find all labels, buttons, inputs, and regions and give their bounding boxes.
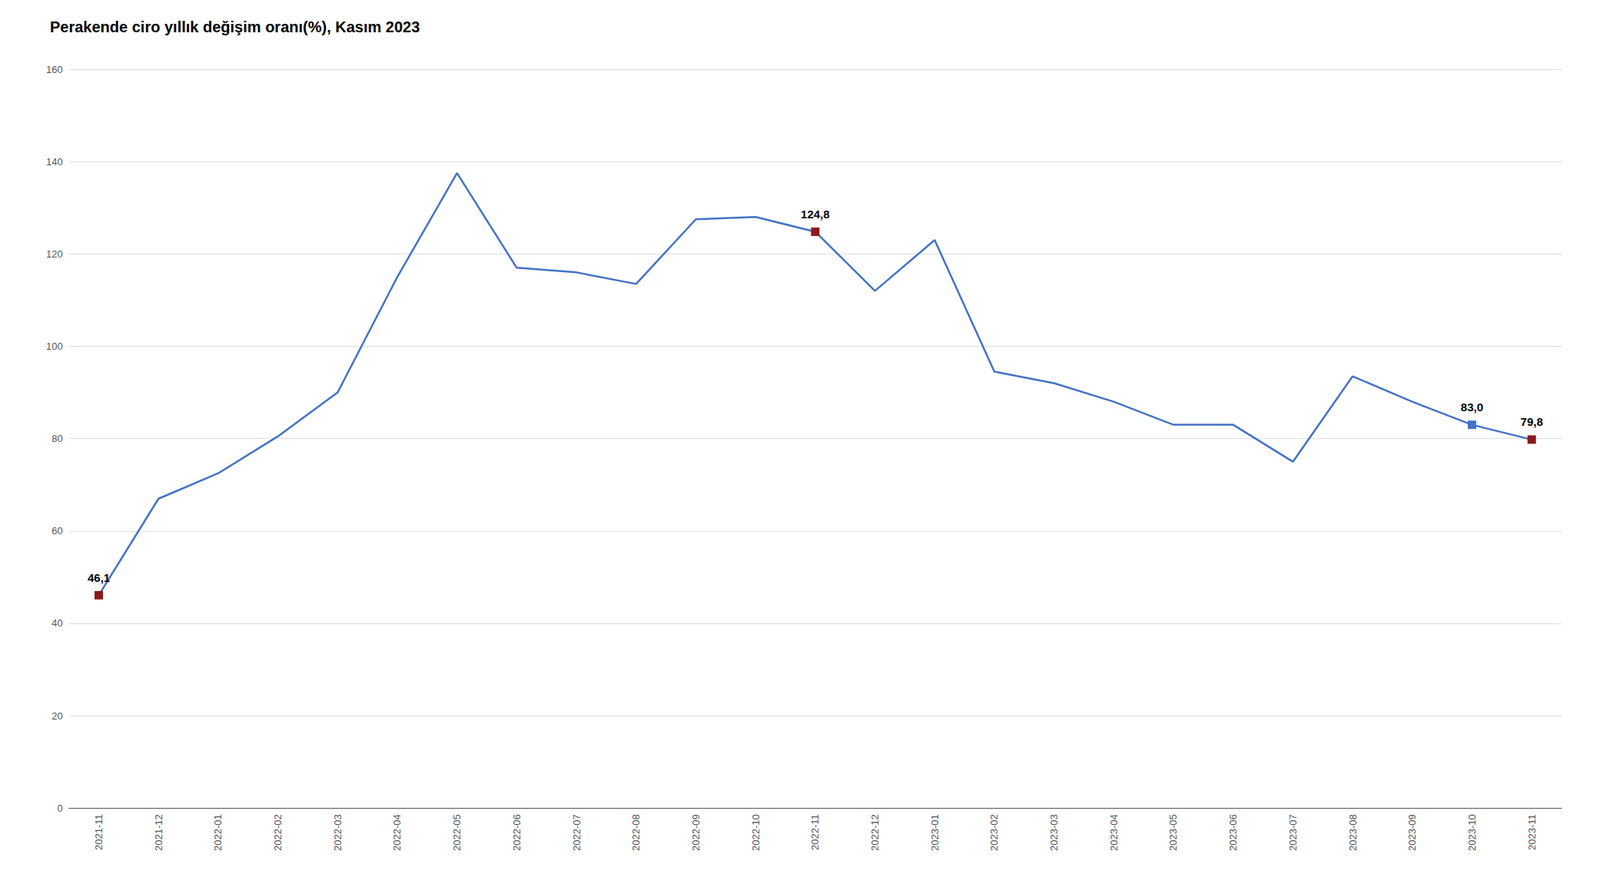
svg-text:2022-07: 2022-07	[570, 813, 583, 851]
svg-text:2023-05: 2023-05	[1167, 813, 1179, 851]
svg-text:2022-11: 2022-11	[809, 813, 821, 850]
svg-text:120: 120	[46, 248, 64, 260]
svg-text:2023-04: 2023-04	[1108, 813, 1120, 851]
svg-text:2023-01: 2023-01	[929, 813, 941, 851]
svg-text:2022-04: 2022-04	[391, 813, 403, 851]
svg-text:2023-11: 2023-11	[1526, 813, 1538, 850]
svg-text:2023-03: 2023-03	[1048, 813, 1060, 851]
svg-text:2022-02: 2022-02	[272, 813, 284, 851]
svg-text:2022-05: 2022-05	[451, 813, 463, 851]
svg-text:83,0: 83,0	[1460, 400, 1484, 414]
svg-text:60: 60	[51, 524, 63, 537]
svg-text:2023-09: 2023-09	[1406, 813, 1418, 851]
svg-text:2023-10: 2023-10	[1466, 813, 1478, 851]
svg-text:160: 160	[46, 63, 64, 76]
svg-text:2023-08: 2023-08	[1347, 813, 1359, 851]
svg-text:100: 100	[46, 340, 64, 352]
svg-text:2022-09: 2022-09	[690, 813, 702, 851]
svg-text:2022-10: 2022-10	[750, 813, 762, 851]
svg-text:80: 80	[51, 432, 63, 445]
svg-text:46,1: 46,1	[87, 570, 110, 585]
svg-text:2021-12: 2021-12	[152, 813, 165, 851]
svg-text:2022-06: 2022-06	[511, 813, 523, 851]
svg-text:Perakende ciro yıllık değişim: Perakende ciro yıllık değişim oranı(%), …	[49, 18, 420, 36]
svg-text:0: 0	[56, 802, 63, 814]
svg-text:2021-11: 2021-11	[92, 813, 105, 850]
svg-text:140: 140	[46, 156, 64, 168]
svg-text:2023-07: 2023-07	[1287, 813, 1299, 851]
svg-text:2022-01: 2022-01	[212, 813, 224, 851]
svg-text:2022-12: 2022-12	[869, 813, 881, 851]
svg-text:2023-06: 2023-06	[1227, 813, 1239, 851]
svg-text:2023-02: 2023-02	[988, 813, 1000, 851]
svg-text:20: 20	[51, 710, 63, 722]
svg-text:40: 40	[51, 617, 63, 629]
svg-text:79,8: 79,8	[1520, 414, 1544, 429]
svg-text:124,8: 124,8	[800, 207, 830, 221]
svg-text:2022-08: 2022-08	[630, 813, 642, 851]
svg-text:2022-03: 2022-03	[331, 813, 344, 851]
